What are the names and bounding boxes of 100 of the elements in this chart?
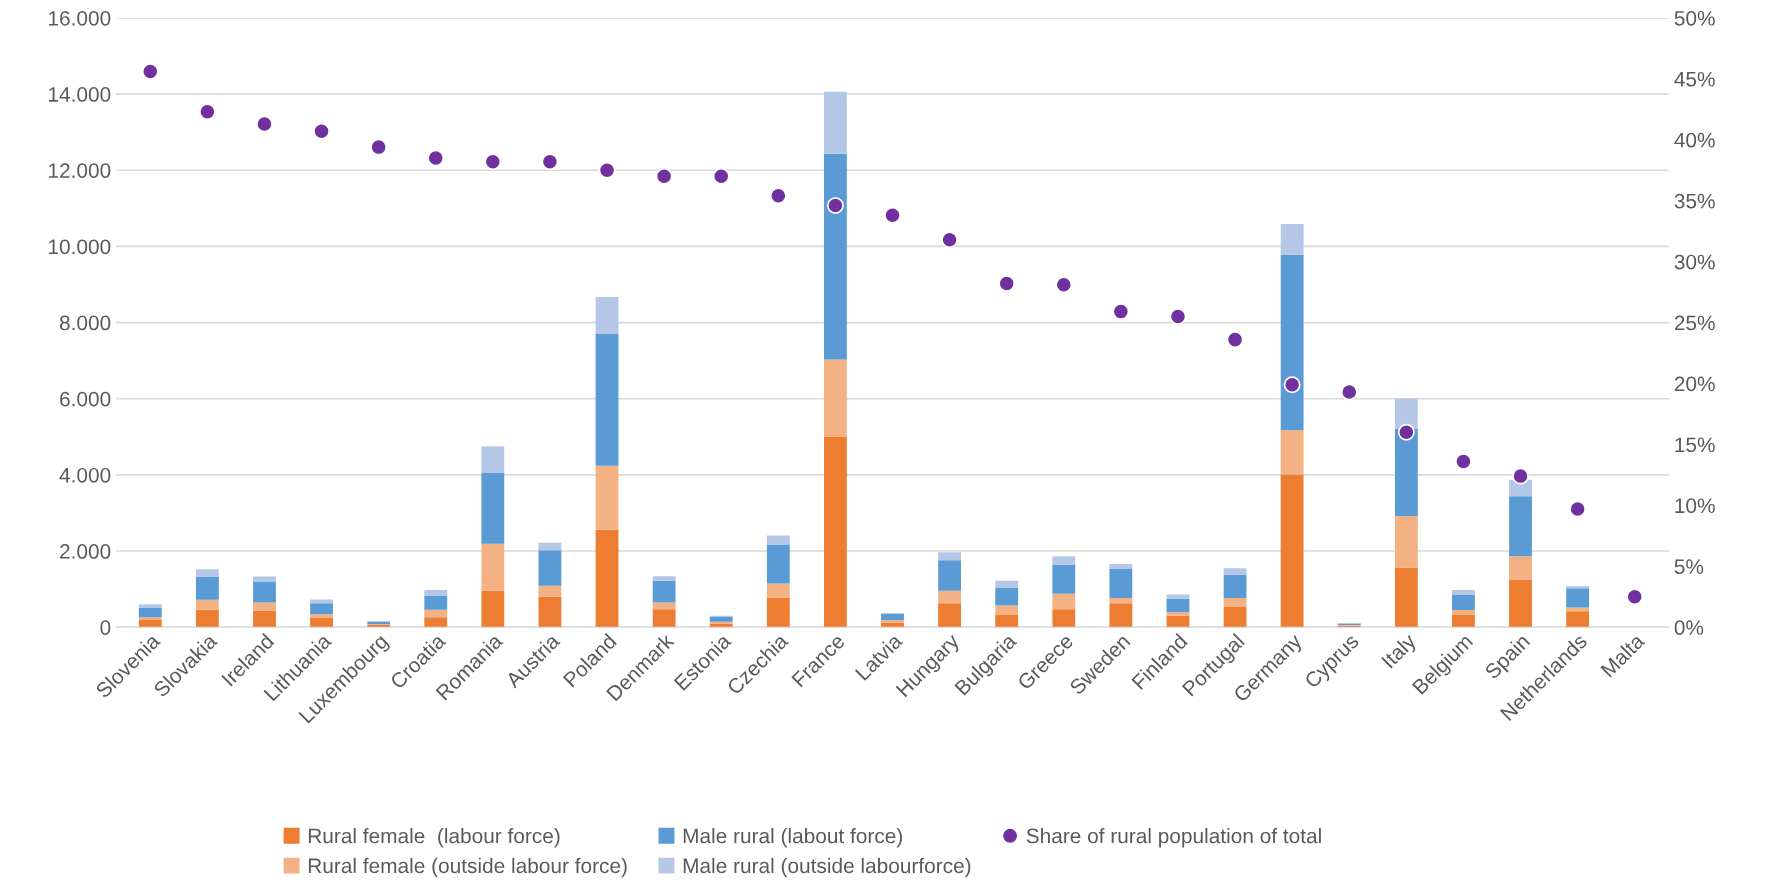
point: [655, 167, 673, 185]
bar: [995, 615, 1019, 628]
bar: [823, 91, 847, 154]
bar: [881, 613, 904, 620]
bar: [424, 617, 448, 628]
point: [1055, 276, 1073, 294]
bar: [1280, 223, 1304, 255]
bar: [1394, 428, 1418, 517]
y2-tick-label: 0%: [1674, 620, 1704, 635]
point: [1340, 383, 1358, 401]
bar: [1394, 398, 1418, 429]
bar: [253, 581, 276, 603]
bar: [709, 623, 733, 628]
bar: [138, 617, 162, 620]
bar: [195, 576, 219, 600]
point: [941, 231, 959, 249]
legend-label: Male rural (labout force): [683, 827, 902, 848]
point: [769, 187, 787, 205]
bar: [595, 465, 619, 530]
point: [1112, 303, 1130, 321]
bar: [938, 603, 962, 628]
legend-label: Male rural (outside labourforce): [683, 857, 971, 878]
bar: [709, 616, 733, 622]
bar: [424, 595, 448, 610]
legend-label: Share of rural population of total: [1026, 827, 1321, 848]
point: [1169, 308, 1187, 325]
bar: [595, 297, 619, 334]
bar: [881, 619, 904, 623]
bar: [1052, 564, 1076, 594]
y2-tick-label: 25%: [1674, 315, 1715, 331]
bar: [995, 580, 1019, 588]
bar: [310, 614, 333, 619]
bar: [1566, 611, 1590, 628]
y2-tick-label: 20%: [1674, 376, 1715, 392]
bar: [1166, 594, 1190, 599]
bar: [1452, 615, 1475, 628]
point: [541, 153, 559, 171]
bar: [1052, 556, 1076, 565]
bar: [1509, 579, 1532, 628]
y2-tick-label: 30%: [1674, 254, 1715, 270]
bar: [1280, 430, 1304, 475]
bar: [995, 605, 1019, 616]
bar: [538, 596, 562, 628]
bar: [1280, 474, 1304, 628]
legend-label: Rural female (outside labour force): [308, 857, 627, 878]
y-tick-label: 10.000: [49, 239, 111, 255]
bar: [538, 585, 562, 597]
bar: [1566, 607, 1590, 612]
bar: [652, 576, 676, 581]
bar: [1223, 597, 1247, 608]
bar: [823, 153, 847, 360]
bar: [938, 552, 962, 561]
y2-tick-label: 40%: [1674, 132, 1715, 148]
bar: [995, 587, 1019, 606]
bar: [823, 436, 847, 628]
bar: [253, 610, 276, 628]
bar: [481, 543, 505, 591]
bar: [1394, 516, 1418, 568]
bar: [195, 599, 219, 610]
y2-tick-label: 35%: [1674, 193, 1715, 209]
bar: [195, 609, 219, 628]
bar: [1109, 603, 1133, 628]
bar: [766, 535, 790, 545]
point: [1226, 331, 1244, 349]
bar: [823, 359, 847, 437]
bar: [481, 446, 505, 473]
bar: [253, 576, 276, 582]
y-tick-label: 8.000: [59, 315, 111, 331]
y2-tick-label: 5%: [1674, 559, 1704, 575]
y-tick-label: 2.000: [60, 544, 111, 559]
y2-tick-label: 10%: [1675, 498, 1715, 514]
bar: [1109, 597, 1133, 604]
point: [427, 149, 445, 167]
y2-tick-label: 15%: [1675, 437, 1715, 453]
bar: [138, 607, 162, 618]
point: [484, 153, 502, 171]
bar: [310, 618, 333, 628]
point: [256, 115, 273, 133]
bar: [253, 602, 276, 611]
point: [598, 161, 616, 179]
bar: [766, 583, 790, 598]
bar: [652, 609, 676, 628]
bar: [1566, 588, 1590, 608]
bar: [652, 580, 676, 603]
bar: [424, 589, 448, 596]
bar: [1166, 612, 1190, 616]
bar: [481, 472, 505, 544]
y-tick-label: 0: [100, 620, 111, 635]
y2-tick-label: 45%: [1674, 71, 1715, 87]
bar: [1280, 254, 1304, 431]
bar: [138, 604, 162, 608]
bar: [595, 333, 619, 466]
y2-tick-label: 50%: [1674, 10, 1715, 26]
bar: [538, 550, 562, 586]
bar: [424, 609, 448, 618]
bar: [481, 590, 505, 628]
point: [198, 103, 216, 121]
bar: [1394, 567, 1418, 628]
point: [998, 275, 1016, 293]
bar: [1509, 556, 1532, 580]
